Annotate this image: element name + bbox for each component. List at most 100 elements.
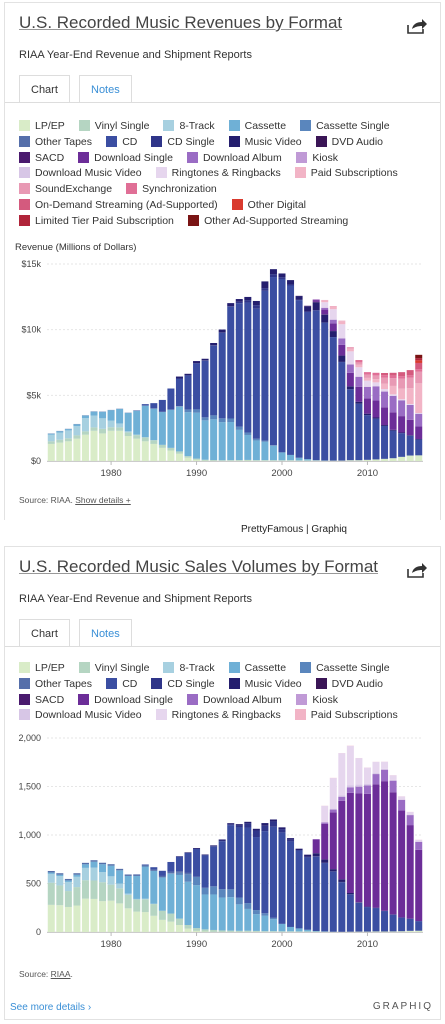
legend-item-kiosk[interactable]: Kiosk bbox=[296, 693, 338, 708]
bar-segment-download-album-2013 bbox=[389, 395, 397, 413]
legend-label: Cassette Single bbox=[316, 662, 390, 674]
legend-item-other-tapes[interactable]: Other Tapes bbox=[19, 677, 92, 692]
bar-segment-cd-1987 bbox=[167, 388, 175, 410]
legend-item-dvd-audio[interactable]: DVD Audio bbox=[315, 677, 383, 692]
bar-segment-cd-single-1993 bbox=[218, 840, 226, 842]
bar-segment-cassette-single-1998 bbox=[261, 440, 269, 442]
bar-segment-cd-1999 bbox=[269, 277, 277, 446]
bar-segment-lp-ep-1979 bbox=[99, 901, 107, 932]
chart-title[interactable]: U.S. Recorded Music Revenues by Format bbox=[19, 13, 343, 32]
bar-segment-download-single-2007 bbox=[338, 800, 346, 880]
bar-segment-cd-1996 bbox=[244, 302, 252, 433]
bar-segment-cassette-1995 bbox=[235, 904, 243, 931]
bar-segment-download-single-2013 bbox=[389, 412, 397, 430]
legend-item-sacd[interactable]: SACD bbox=[19, 151, 64, 166]
tab-chart[interactable]: Chart bbox=[19, 619, 70, 647]
legend-item-kiosk[interactable]: Kiosk bbox=[296, 151, 338, 166]
bar-segment-cd-2007 bbox=[338, 882, 346, 932]
bar-segment-ringtones-ringbacks-2011 bbox=[372, 382, 380, 387]
bar-segment-cd-1991 bbox=[201, 360, 209, 418]
bar-segment-lp-ep-1975 bbox=[64, 906, 72, 932]
legend-item-vinyl-single[interactable]: Vinyl Single bbox=[78, 661, 149, 676]
legend-item-sacd[interactable]: SACD bbox=[19, 693, 64, 708]
y-tick-label: $15k bbox=[21, 259, 41, 269]
x-tick-label: 2000 bbox=[271, 939, 292, 950]
bar-segment-music-video-2012 bbox=[381, 425, 389, 426]
tab-chart[interactable]: Chart bbox=[19, 75, 70, 103]
legend-item-limited-tier-paid-subscription[interactable]: Limited Tier Paid Subscription bbox=[19, 214, 174, 229]
bar-segment-cassette-1974 bbox=[56, 431, 64, 433]
legend-item-download-single[interactable]: Download Single bbox=[78, 151, 173, 166]
legend-item-download-single[interactable]: Download Single bbox=[78, 693, 173, 708]
legend-item-cd[interactable]: CD bbox=[106, 677, 137, 692]
bar-segment-cassette-1978 bbox=[90, 411, 98, 416]
legend-item-other-digital[interactable]: Other Digital bbox=[231, 198, 306, 213]
legend-item-soundexchange[interactable]: SoundExchange bbox=[19, 182, 112, 197]
legend-item-lp-ep[interactable]: LP/EP bbox=[19, 661, 65, 676]
share-icon[interactable] bbox=[406, 561, 428, 579]
bar-segment-cassette-1982 bbox=[124, 875, 132, 894]
chart-title[interactable]: U.S. Recorded Music Sales Volumes by For… bbox=[19, 557, 379, 576]
bar-segment-cassette-1983 bbox=[133, 875, 141, 899]
tab-notes[interactable]: Notes bbox=[79, 619, 132, 647]
bar-segment-ringtones-ringbacks-2010 bbox=[363, 767, 371, 784]
y-tick-label: 500 bbox=[26, 879, 41, 889]
bar-segment-cd-1996 bbox=[244, 827, 252, 904]
legend-item-8-track[interactable]: 8-Track bbox=[163, 119, 215, 134]
bar-segment-8-track-1973 bbox=[47, 873, 55, 883]
legend-item-music-video[interactable]: Music Video bbox=[228, 677, 302, 692]
legend-item-download-album[interactable]: Download Album bbox=[186, 693, 282, 708]
legend-swatch bbox=[163, 662, 175, 673]
legend-item-cassette[interactable]: Cassette bbox=[228, 119, 286, 134]
x-tick-label: 1980 bbox=[101, 939, 122, 950]
legend-item-cassette[interactable]: Cassette bbox=[228, 661, 286, 676]
legend-item-music-video[interactable]: Music Video bbox=[228, 135, 302, 150]
bar-segment-8-track-1975 bbox=[64, 430, 72, 439]
tab-notes[interactable]: Notes bbox=[79, 75, 132, 103]
legend-item-lp-ep[interactable]: LP/EP bbox=[19, 119, 65, 134]
bar-segment-music-video-1989 bbox=[184, 852, 192, 853]
legend-item-download-music-video[interactable]: Download Music Video bbox=[19, 166, 142, 181]
bar-segment-cd-single-1996 bbox=[244, 823, 252, 828]
legend-item-cd-single[interactable]: CD Single bbox=[151, 677, 215, 692]
legend-item-ringtones-ringbacks[interactable]: Ringtones & Ringbacks bbox=[155, 708, 281, 723]
riaa-link[interactable]: RIAA bbox=[50, 969, 71, 979]
bar-segment-paid-subscriptions-2012 bbox=[381, 383, 389, 390]
y-tick-label: 2,000 bbox=[18, 733, 41, 743]
legend-item-download-music-video[interactable]: Download Music Video bbox=[19, 708, 142, 723]
legend-item-other-ad-supported-streaming[interactable]: Other Ad-Supported Streaming bbox=[188, 214, 348, 229]
legend-item-ringtones-ringbacks[interactable]: Ringtones & Ringbacks bbox=[155, 166, 281, 181]
bar-segment-lp-ep-1981 bbox=[116, 903, 124, 932]
bar-segment-download-album-2015 bbox=[406, 404, 414, 420]
bar-segment-music-video-2016 bbox=[415, 439, 423, 440]
legend-item-8-track[interactable]: 8-Track bbox=[163, 661, 215, 676]
bar-segment-download-album-2016 bbox=[415, 841, 423, 850]
bar-segment-cd-1995 bbox=[235, 827, 243, 898]
bar-segment-vinyl-single-1986 bbox=[158, 444, 166, 448]
legend-item-vinyl-single[interactable]: Vinyl Single bbox=[78, 119, 149, 134]
share-icon[interactable] bbox=[406, 17, 428, 35]
legend-item-dvd-audio[interactable]: DVD Audio bbox=[315, 135, 383, 150]
see-more-details-link[interactable]: See more details › bbox=[10, 1002, 92, 1013]
bar-segment-on-demand-streaming-ad-supported-2014 bbox=[398, 372, 406, 377]
legend-item-on-demand-streaming-ad-supported[interactable]: On-Demand Streaming (Ad-Supported) bbox=[19, 198, 218, 213]
bar-segment-lp-ep-1986 bbox=[158, 447, 166, 461]
legend-item-synchronization[interactable]: Synchronization bbox=[126, 182, 217, 197]
bar-segment-cassette-1999 bbox=[269, 445, 277, 461]
legend-item-download-album[interactable]: Download Album bbox=[186, 151, 282, 166]
legend-item-cd-single[interactable]: CD Single bbox=[151, 135, 215, 150]
legend-item-cd[interactable]: CD bbox=[106, 135, 137, 150]
legend-swatch bbox=[151, 677, 163, 689]
legend-item-other-tapes[interactable]: Other Tapes bbox=[19, 135, 92, 150]
legend-label: Download Music Video bbox=[35, 709, 142, 722]
bar-segment-cassette-1976 bbox=[73, 424, 81, 427]
legend-item-cassette-single[interactable]: Cassette Single bbox=[300, 119, 390, 134]
legend-item-paid-subscriptions[interactable]: Paid Subscriptions bbox=[294, 166, 398, 181]
y-tick-label: $5k bbox=[26, 390, 41, 400]
legend-item-paid-subscriptions[interactable]: Paid Subscriptions bbox=[294, 708, 398, 723]
bar-segment-other-tapes-1984 bbox=[141, 865, 149, 867]
bar-segment-download-single-2013 bbox=[389, 792, 397, 915]
bar-segment-ringtones-ringbacks-2007 bbox=[338, 753, 346, 796]
show-details-link[interactable]: Show details + bbox=[75, 495, 131, 505]
legend-item-cassette-single[interactable]: Cassette Single bbox=[300, 661, 390, 676]
